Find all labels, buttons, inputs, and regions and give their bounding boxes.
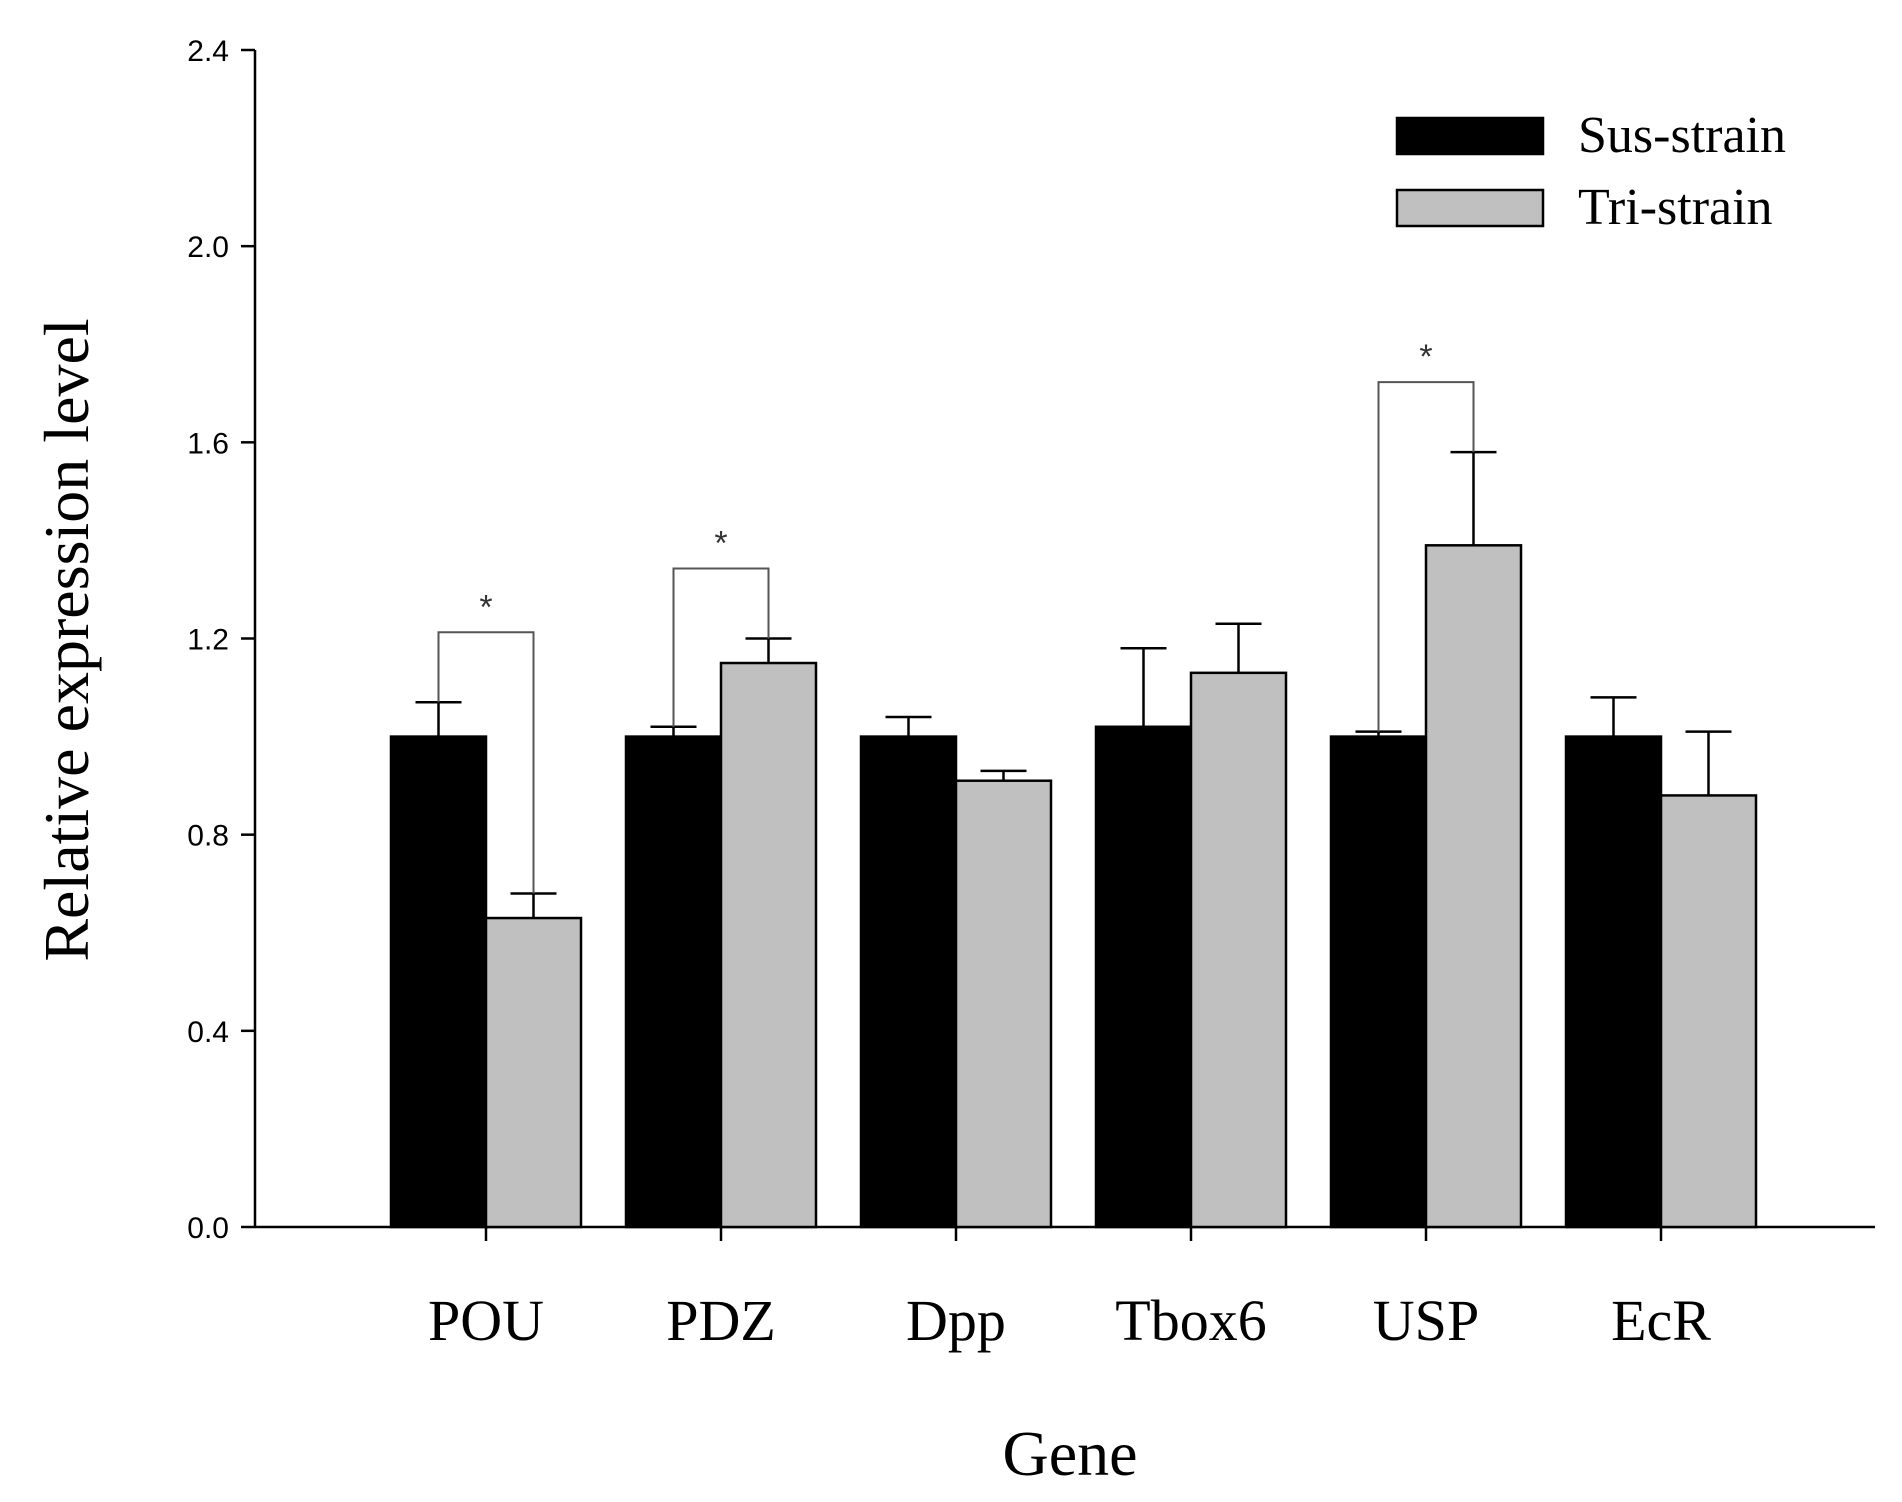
bar <box>1564 735 1663 1229</box>
legend-label: Tri-strain <box>1578 179 1773 236</box>
axes: 0.0 0.4 0.8 1.2 1.6 2.0 2.4 POU PDZ Dpp Tbox6 USP Ec… <box>187 35 1875 1353</box>
y-tick-label: 0.4 <box>187 1016 229 1049</box>
y-tick-label: 2.4 <box>187 35 229 68</box>
significance-bracket <box>437 631 535 894</box>
x-axis-title: Gene <box>1002 1418 1137 1489</box>
significance-star: * <box>479 588 492 626</box>
bar <box>1329 735 1428 1229</box>
legend-label: Sus-strain <box>1578 107 1786 164</box>
x-tick-label: Dpp <box>906 1288 1006 1353</box>
x-tick-label: POU <box>428 1288 544 1353</box>
x-tick-label: USP <box>1373 1288 1479 1353</box>
y-tick-label: 1.6 <box>187 427 229 460</box>
significance-bracket <box>1377 381 1475 732</box>
bar <box>1094 725 1193 1229</box>
bar <box>859 735 958 1229</box>
legend: Sus-strain Tri-strain <box>1395 107 1786 236</box>
legend-swatch <box>1395 116 1545 156</box>
error-bars <box>415 450 1732 919</box>
bars <box>389 544 1758 1229</box>
bar <box>1189 671 1288 1229</box>
y-tick-label: 0.8 <box>187 820 229 853</box>
bar <box>954 779 1053 1229</box>
bar <box>484 916 583 1229</box>
x-tick-label: PDZ <box>666 1288 776 1353</box>
legend-swatch <box>1395 188 1545 228</box>
significance-star: * <box>1419 338 1432 376</box>
bar <box>1659 794 1758 1229</box>
x-tick-label: Tbox6 <box>1115 1288 1266 1353</box>
y-axis-title: Relative expression level <box>31 318 102 961</box>
axis-labels: Gene Relative expression level <box>31 318 1138 1489</box>
bar <box>1424 544 1523 1229</box>
bar <box>719 661 818 1229</box>
significance-markers: * * * <box>437 338 1475 894</box>
bar <box>624 735 723 1229</box>
y-tick-label: 2.0 <box>187 231 229 264</box>
x-tick-label: EcR <box>1611 1288 1711 1353</box>
significance-bracket <box>672 567 770 727</box>
significance-star: * <box>714 525 727 563</box>
bar <box>389 735 488 1229</box>
y-tick-label: 1.2 <box>187 624 229 657</box>
y-tick-label: 0.0 <box>187 1212 229 1245</box>
